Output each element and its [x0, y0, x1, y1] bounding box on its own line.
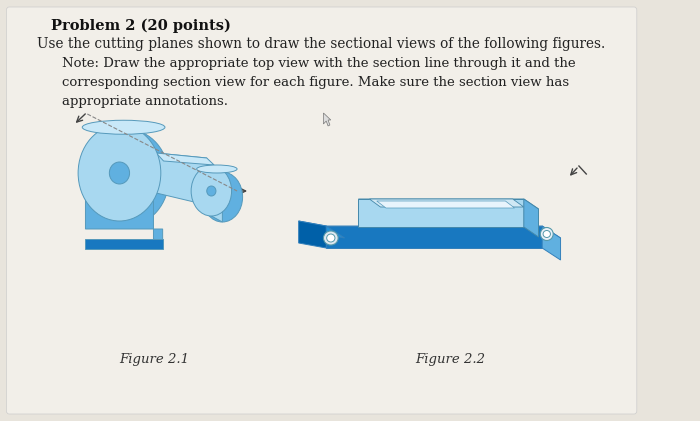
Ellipse shape	[82, 120, 165, 134]
Polygon shape	[377, 201, 514, 208]
Text: Figure 2.1: Figure 2.1	[120, 353, 190, 366]
Polygon shape	[524, 199, 538, 237]
Polygon shape	[323, 113, 331, 126]
Polygon shape	[156, 153, 206, 205]
Ellipse shape	[202, 172, 243, 222]
Polygon shape	[120, 125, 127, 226]
Ellipse shape	[323, 231, 338, 245]
Ellipse shape	[540, 227, 553, 240]
Polygon shape	[85, 193, 162, 243]
Ellipse shape	[109, 162, 130, 184]
Polygon shape	[326, 226, 542, 248]
Ellipse shape	[78, 125, 161, 221]
Ellipse shape	[327, 234, 335, 242]
Polygon shape	[358, 199, 538, 209]
Polygon shape	[211, 166, 223, 222]
FancyBboxPatch shape	[6, 7, 637, 414]
Polygon shape	[326, 226, 561, 238]
Ellipse shape	[206, 186, 216, 196]
Polygon shape	[299, 221, 344, 238]
Text: Use the cutting planes shown to draw the sectional views of the following figure: Use the cutting planes shown to draw the…	[37, 37, 605, 51]
Bar	[85, 239, 162, 249]
Polygon shape	[358, 199, 524, 227]
Text: Note: Draw the appropriate top view with the section line through it and the
cor: Note: Draw the appropriate top view with…	[62, 57, 576, 108]
Ellipse shape	[197, 165, 237, 173]
Polygon shape	[156, 153, 214, 165]
Polygon shape	[370, 199, 524, 207]
Text: Problem 2 (20 points): Problem 2 (20 points)	[50, 19, 230, 33]
Ellipse shape	[543, 231, 550, 237]
Ellipse shape	[191, 166, 232, 216]
Polygon shape	[542, 226, 561, 260]
Ellipse shape	[86, 130, 169, 226]
Polygon shape	[299, 221, 326, 248]
Text: Figure 2.2: Figure 2.2	[415, 353, 485, 366]
